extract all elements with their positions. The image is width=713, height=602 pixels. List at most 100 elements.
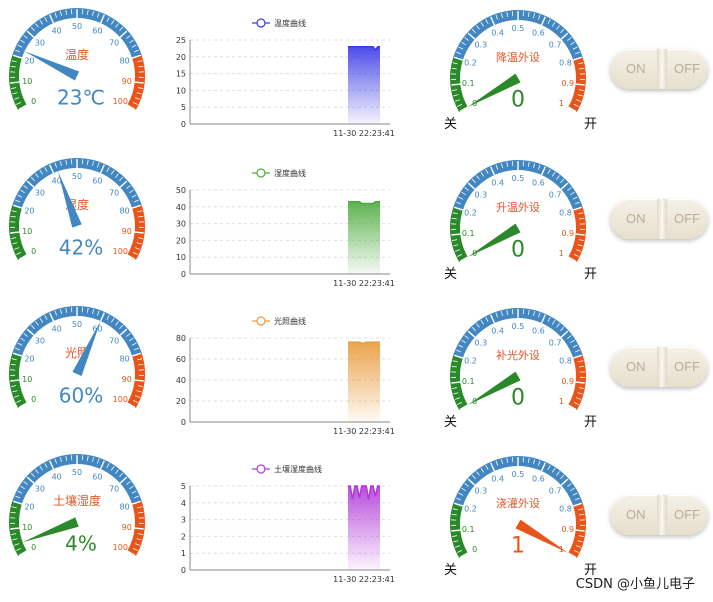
- toggle-knob[interactable]: [657, 49, 667, 89]
- gauge-tick-label: 0.5: [512, 470, 525, 479]
- gauge-tick-label: 50: [72, 468, 82, 477]
- gauge-tick: [136, 538, 142, 541]
- gauge-tick: [551, 467, 556, 473]
- legend-marker[interactable]: [256, 168, 266, 178]
- gauge-tick: [452, 89, 458, 91]
- gauge-tick: [115, 173, 119, 178]
- gauge-needle: [57, 171, 82, 228]
- gauge-tick: [119, 180, 128, 188]
- gauge-tick: [86, 455, 89, 461]
- gauge-tick: [464, 187, 469, 191]
- gauge-tick-label: 0.2: [464, 357, 477, 366]
- gauge-tick: [137, 533, 143, 535]
- gauge-tick: [485, 317, 489, 322]
- gauge-label: 补光外设: [496, 348, 540, 362]
- power-toggle[interactable]: ON OFF: [610, 199, 708, 239]
- gauge-tick-label: 0.2: [464, 505, 477, 514]
- gauge-tick: [575, 99, 581, 102]
- y-tick-label: 20: [176, 53, 186, 62]
- gauge-tick: [10, 527, 20, 530]
- gauge-tick: [26, 30, 35, 38]
- legend-marker[interactable]: [256, 18, 266, 28]
- toggle-knob[interactable]: [657, 347, 667, 387]
- power-toggle[interactable]: ON OFF: [610, 495, 708, 535]
- legend-label: 光照曲线: [274, 316, 306, 326]
- y-tick-label: 40: [176, 376, 186, 385]
- gauge-tick: [467, 478, 476, 486]
- gauge-tick: [451, 513, 457, 516]
- legend-marker[interactable]: [256, 464, 266, 474]
- gauge-tick-label: 0.1: [462, 229, 475, 238]
- gauge-tick: [547, 465, 551, 470]
- gauge-tick-label: 0.3: [474, 339, 487, 348]
- gauge-tick: [570, 41, 575, 46]
- gauge-tick: [556, 25, 560, 30]
- gauge-tick: [99, 14, 105, 24]
- off-label: 关: [444, 117, 457, 132]
- gauge-tick: [471, 28, 476, 34]
- gauge-tick: [452, 535, 458, 537]
- gauge-tick: [23, 35, 28, 39]
- gauge-tick-label: 0.9: [561, 377, 574, 386]
- gauge-tick: [551, 319, 556, 325]
- gauge-tick: [126, 481, 131, 485]
- gauge-tick: [490, 16, 496, 26]
- gauge-tick: [11, 358, 17, 361]
- gauge-tick: [17, 194, 23, 198]
- gauge-tick: [35, 469, 39, 474]
- sensor-row: 0 10 20 30 40 50 60 70 80 90 100 土壤湿度 4% 土壤湿度曲线 0 1 2 3 4 5…: [0, 446, 713, 596]
- gauge-label: 升温外设: [496, 201, 540, 214]
- gauge-tick: [570, 191, 575, 196]
- gauge-tick: [464, 483, 469, 487]
- on-label: 开: [584, 415, 597, 430]
- gauge-tick: [457, 254, 463, 257]
- power-toggle[interactable]: ON OFF: [610, 49, 708, 89]
- gauge-tick-label: 0.8: [559, 209, 572, 218]
- gauge-tick: [476, 323, 480, 328]
- gauge-tick: [577, 94, 583, 97]
- gauge-band: [12, 7, 142, 59]
- sensor-gauge: 0 10 20 30 40 50 60 70 80 90 100 土壤湿度 4%: [4, 448, 150, 580]
- gauge-tick: [132, 102, 138, 105]
- gauge-tick: [110, 465, 115, 471]
- gauge-tick: [92, 457, 95, 463]
- legend-marker[interactable]: [256, 316, 266, 326]
- toggle-knob[interactable]: [657, 199, 667, 239]
- gauge-tick: [464, 335, 469, 339]
- gauge-tick: [23, 333, 28, 337]
- gauge-needle: [72, 321, 101, 377]
- sensor-row: 0102030405060708090100光照60%光照曲线020406080…: [0, 298, 713, 448]
- gauge-tick: [577, 244, 583, 247]
- gauge-tick: [126, 254, 136, 261]
- gauge-tick: [54, 162, 57, 168]
- y-tick-label: 60: [176, 355, 186, 364]
- gauge-tick: [54, 458, 57, 464]
- gauge-tick: [551, 21, 556, 27]
- toggle-knob[interactable]: [657, 495, 667, 535]
- gauge-tick: [11, 210, 17, 213]
- gauge-tick: [485, 465, 489, 470]
- on-label: 开: [584, 117, 597, 132]
- gauge-tick: [456, 51, 461, 55]
- power-toggle[interactable]: ON OFF: [610, 347, 708, 387]
- gauge-tick: [131, 342, 137, 346]
- gauge-band: [453, 159, 583, 211]
- gauge-tick: [13, 54, 23, 59]
- gauge-band: [12, 158, 142, 209]
- gauge-tick: [39, 169, 44, 175]
- gauge-tick: [567, 404, 577, 411]
- series-area: [348, 342, 380, 422]
- y-tick-label: 3: [181, 516, 186, 525]
- gauge-tick: [495, 312, 498, 318]
- gauge-tick: [138, 215, 144, 218]
- gauge-tick: [99, 312, 105, 322]
- gauge-tick: [12, 92, 18, 95]
- gauge-label: 浇灌外设: [496, 497, 540, 510]
- gauge-tick: [578, 212, 584, 215]
- gauge-tick: [461, 339, 466, 344]
- toggle-off-label: OFF: [674, 61, 700, 76]
- gauge-tick: [20, 337, 25, 342]
- gauge-tick: [49, 460, 55, 470]
- sensor-chart: 温度曲线 0 5 10 15 20 25 11-30 22:23:41: [160, 10, 400, 140]
- gauge-tick: [13, 204, 23, 209]
